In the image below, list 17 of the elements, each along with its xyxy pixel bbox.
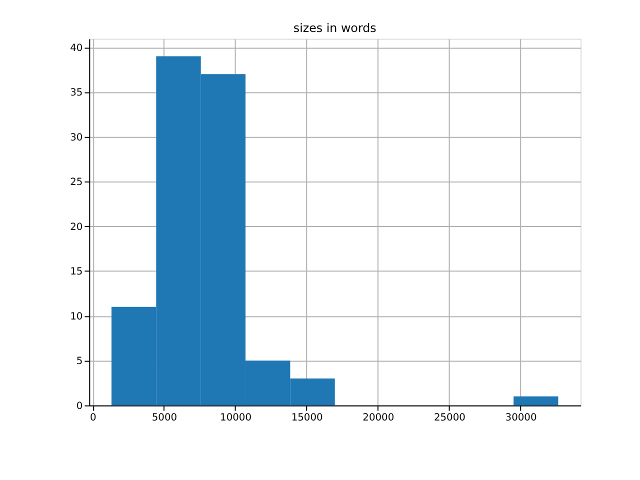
y-tick-label: 40: [70, 42, 83, 54]
x-tick-label: 0: [90, 412, 96, 424]
y-tick-label: 5: [76, 356, 83, 368]
x-tick-label: 10000: [220, 412, 252, 424]
y-tick-label: 35: [70, 88, 83, 99]
y-tick-label: 15: [70, 266, 83, 278]
chart-title: sizes in words: [293, 20, 376, 35]
x-tick-label: 20000: [362, 412, 394, 424]
x-tick-label: 15000: [291, 412, 323, 424]
y-tick-label: 20: [70, 222, 83, 233]
x-tick-label: 25000: [434, 412, 466, 424]
y-tick-label: 30: [70, 132, 83, 144]
y-tick-label: 10: [70, 311, 83, 322]
x-tick-label: 30000: [505, 412, 537, 424]
y-tick-label: 25: [70, 177, 83, 188]
y-tick-label: 0: [76, 400, 83, 412]
x-tick-label: 5000: [152, 412, 178, 424]
